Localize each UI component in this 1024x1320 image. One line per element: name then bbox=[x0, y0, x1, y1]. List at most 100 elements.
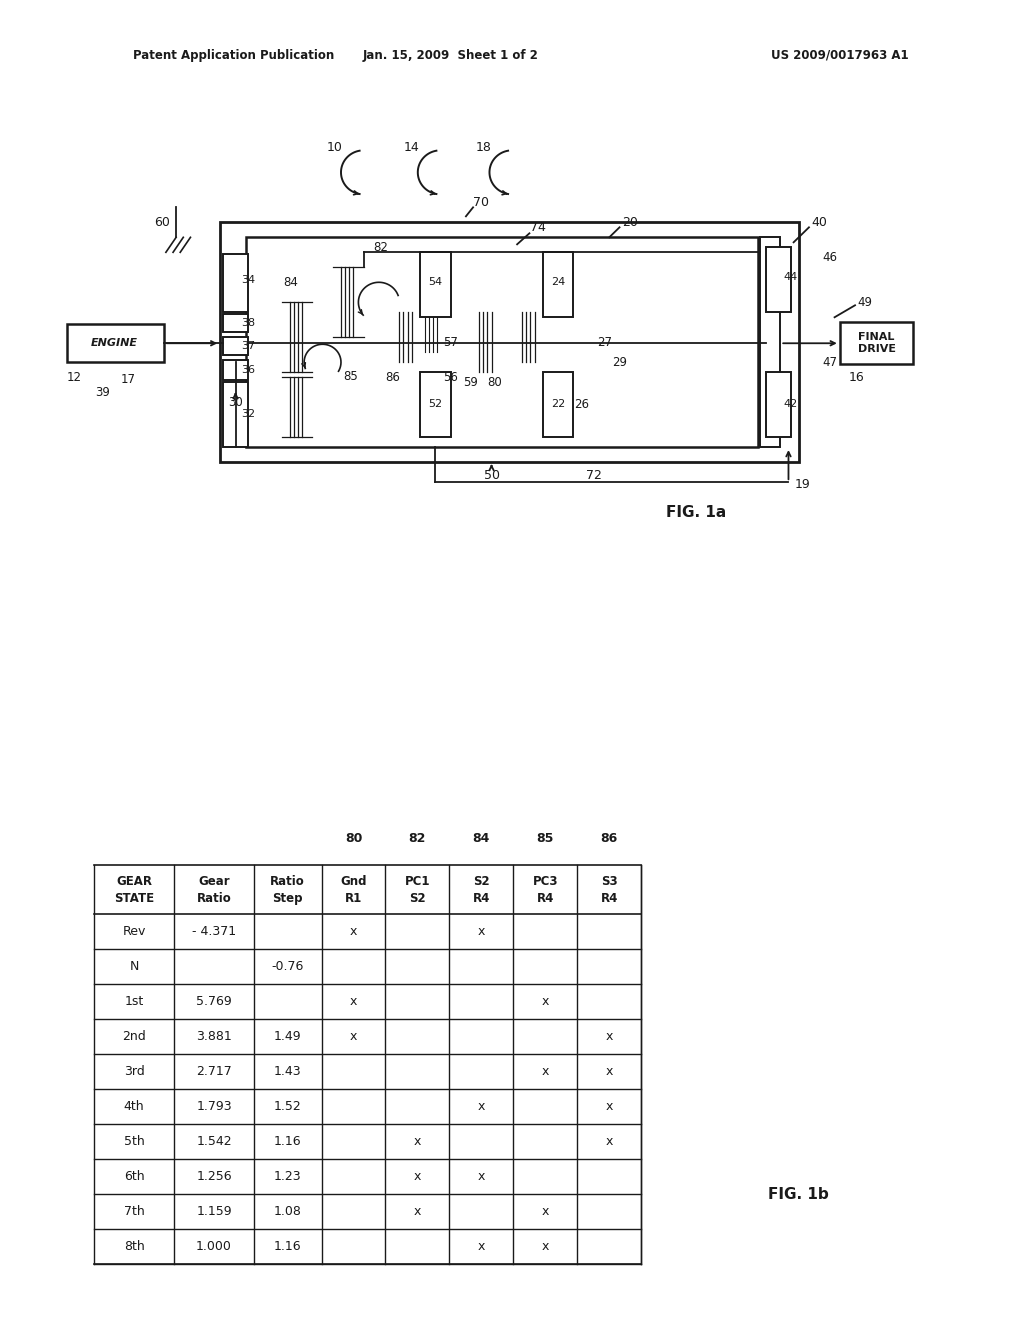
Text: 49: 49 bbox=[858, 296, 872, 309]
Text: 29: 29 bbox=[612, 356, 627, 368]
Text: 44: 44 bbox=[783, 272, 798, 282]
Text: x: x bbox=[477, 1241, 485, 1254]
Text: 2nd: 2nd bbox=[122, 1030, 146, 1043]
Text: 3.881: 3.881 bbox=[197, 1030, 231, 1043]
Text: 1.16: 1.16 bbox=[274, 1241, 301, 1254]
Bar bbox=[766, 372, 791, 437]
Text: x: x bbox=[605, 1101, 612, 1113]
Text: x: x bbox=[542, 1205, 549, 1218]
Text: 12: 12 bbox=[67, 371, 81, 384]
Text: 46: 46 bbox=[822, 251, 837, 264]
Text: FIG. 1b: FIG. 1b bbox=[768, 1187, 829, 1203]
Text: 30: 30 bbox=[228, 396, 243, 409]
Text: 52: 52 bbox=[428, 399, 442, 409]
Text: S3
R4: S3 R4 bbox=[600, 875, 617, 904]
Bar bbox=[760, 238, 780, 447]
Text: Gnd
R1: Gnd R1 bbox=[340, 875, 367, 904]
Text: 1.43: 1.43 bbox=[274, 1065, 301, 1078]
Text: Rev: Rev bbox=[123, 925, 145, 939]
Text: 74: 74 bbox=[529, 220, 546, 234]
Text: 10: 10 bbox=[327, 141, 343, 154]
Text: 1.000: 1.000 bbox=[196, 1241, 232, 1254]
Bar bbox=[543, 252, 573, 317]
Text: 84: 84 bbox=[473, 832, 489, 845]
Text: 70: 70 bbox=[473, 195, 489, 209]
Text: x: x bbox=[605, 1065, 612, 1078]
Bar bbox=[223, 255, 248, 313]
Text: 1.256: 1.256 bbox=[197, 1171, 231, 1184]
Text: - 4.371: - 4.371 bbox=[191, 925, 237, 939]
Text: Gear
Ratio: Gear Ratio bbox=[197, 875, 231, 904]
Text: 3rd: 3rd bbox=[124, 1065, 144, 1078]
Text: 72: 72 bbox=[586, 469, 602, 482]
Text: 19: 19 bbox=[795, 478, 811, 491]
Text: 56: 56 bbox=[443, 371, 458, 384]
Text: x: x bbox=[605, 1135, 612, 1148]
Text: x: x bbox=[414, 1205, 421, 1218]
Text: 26: 26 bbox=[574, 397, 589, 411]
Text: 18: 18 bbox=[475, 141, 492, 154]
Text: 27: 27 bbox=[597, 335, 611, 348]
Text: Jan. 15, 2009  Sheet 1 of 2: Jan. 15, 2009 Sheet 1 of 2 bbox=[362, 49, 539, 62]
Text: 1.542: 1.542 bbox=[197, 1135, 231, 1148]
Text: FINAL
DRIVE: FINAL DRIVE bbox=[857, 333, 896, 354]
Text: x: x bbox=[542, 1241, 549, 1254]
Text: 1.16: 1.16 bbox=[274, 1135, 301, 1148]
Bar bbox=[840, 322, 913, 364]
Bar bbox=[223, 337, 248, 355]
Text: GEAR
STATE: GEAR STATE bbox=[114, 875, 155, 904]
Text: 37: 37 bbox=[241, 342, 255, 351]
Text: 47: 47 bbox=[822, 356, 837, 368]
Text: 5.769: 5.769 bbox=[197, 995, 231, 1008]
Text: 14: 14 bbox=[403, 141, 420, 154]
Text: PC1
S2: PC1 S2 bbox=[404, 875, 430, 904]
Text: 7th: 7th bbox=[124, 1205, 144, 1218]
Text: 1st: 1st bbox=[125, 995, 143, 1008]
Text: 85: 85 bbox=[537, 832, 554, 845]
Text: x: x bbox=[477, 1171, 485, 1184]
Text: 1.159: 1.159 bbox=[197, 1205, 231, 1218]
Text: x: x bbox=[605, 1030, 612, 1043]
Text: 16: 16 bbox=[848, 371, 864, 384]
Text: 80: 80 bbox=[345, 832, 362, 845]
Text: 39: 39 bbox=[95, 385, 110, 399]
Text: 34: 34 bbox=[241, 276, 255, 285]
Bar bbox=[420, 372, 451, 437]
Text: 82: 82 bbox=[409, 832, 426, 845]
Text: 20: 20 bbox=[622, 216, 638, 228]
Bar bbox=[220, 222, 799, 462]
Text: x: x bbox=[414, 1171, 421, 1184]
Text: S2
R4: S2 R4 bbox=[473, 875, 489, 904]
Text: 24: 24 bbox=[551, 277, 565, 288]
Bar bbox=[543, 372, 573, 437]
Text: PC3
R4: PC3 R4 bbox=[532, 875, 558, 904]
Bar bbox=[766, 247, 791, 313]
Bar bbox=[223, 314, 248, 333]
Text: 80: 80 bbox=[487, 376, 502, 388]
Text: 5th: 5th bbox=[124, 1135, 144, 1148]
Text: 1.23: 1.23 bbox=[274, 1171, 301, 1184]
Text: 50: 50 bbox=[483, 469, 500, 482]
Text: ENGINE: ENGINE bbox=[91, 338, 138, 348]
Text: 2.717: 2.717 bbox=[197, 1065, 231, 1078]
Text: 17: 17 bbox=[121, 372, 135, 385]
Text: 1.08: 1.08 bbox=[273, 1205, 302, 1218]
Text: 1.49: 1.49 bbox=[274, 1030, 301, 1043]
Bar bbox=[420, 252, 451, 317]
Text: Patent Application Publication: Patent Application Publication bbox=[133, 49, 335, 62]
Text: x: x bbox=[350, 925, 357, 939]
Text: 1.52: 1.52 bbox=[273, 1101, 302, 1113]
Text: 8th: 8th bbox=[124, 1241, 144, 1254]
Text: Ratio
Step: Ratio Step bbox=[270, 875, 305, 904]
Text: FIG. 1a: FIG. 1a bbox=[667, 504, 726, 520]
Text: 32: 32 bbox=[241, 409, 255, 420]
Text: 82: 82 bbox=[374, 240, 388, 253]
Text: 86: 86 bbox=[385, 371, 399, 384]
Text: 85: 85 bbox=[343, 370, 357, 383]
Text: 36: 36 bbox=[241, 366, 255, 375]
Text: 42: 42 bbox=[783, 399, 798, 409]
Text: 57: 57 bbox=[443, 335, 458, 348]
Text: 40: 40 bbox=[811, 216, 827, 228]
Text: x: x bbox=[477, 1101, 485, 1113]
Text: 84: 84 bbox=[284, 276, 298, 289]
